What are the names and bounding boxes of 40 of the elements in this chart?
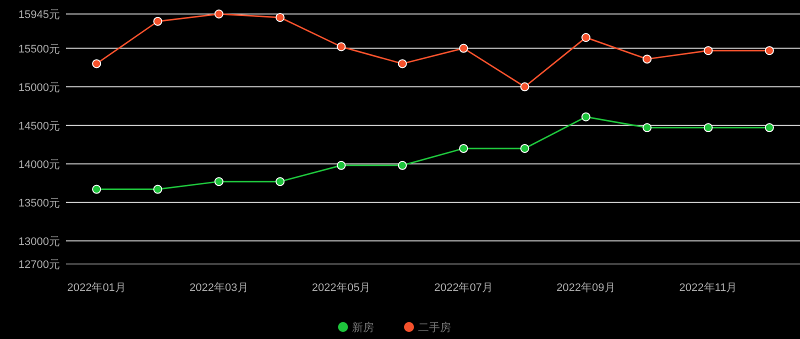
point bbox=[153, 184, 162, 194]
point bbox=[704, 46, 713, 56]
point bbox=[581, 112, 590, 122]
point bbox=[581, 33, 590, 42]
legend-label: 新房 bbox=[352, 321, 374, 334]
point bbox=[336, 42, 346, 52]
x-tick-label: 2022年05月 bbox=[312, 282, 371, 294]
point bbox=[459, 44, 468, 53]
x-tick-label: 2022年03月 bbox=[190, 282, 248, 294]
point bbox=[520, 82, 530, 92]
point bbox=[764, 123, 774, 132]
y-tick-label: 13000元 bbox=[18, 236, 60, 248]
point bbox=[398, 59, 407, 68]
legend-label: 二手房 bbox=[418, 321, 451, 334]
y-tick-label: 15500元 bbox=[18, 43, 60, 56]
point bbox=[153, 16, 162, 26]
point bbox=[276, 177, 285, 186]
point bbox=[398, 160, 407, 170]
point bbox=[764, 46, 774, 56]
point bbox=[92, 59, 102, 68]
point bbox=[642, 123, 652, 132]
x-tick-label: 2022年07月 bbox=[434, 282, 493, 294]
point bbox=[520, 144, 530, 153]
y-tick-label: 13500元 bbox=[18, 197, 60, 210]
x-tick-label: 2022年11月 bbox=[679, 282, 738, 294]
point bbox=[92, 184, 102, 194]
y-tick-label: 14500元 bbox=[18, 120, 60, 132]
y-tick-label: 14000元 bbox=[18, 158, 60, 171]
point bbox=[704, 123, 713, 132]
point bbox=[276, 12, 285, 22]
x-tick-label: 2022年09月 bbox=[556, 282, 616, 294]
x-tick-label: 2022年01月 bbox=[67, 282, 126, 294]
y-tick-label: 15945元 bbox=[18, 9, 60, 21]
point bbox=[214, 10, 224, 18]
point bbox=[642, 54, 652, 64]
point bbox=[336, 160, 346, 170]
point bbox=[214, 177, 224, 186]
y-tick-label: 12700元 bbox=[18, 259, 60, 271]
point bbox=[459, 144, 468, 153]
y-tick-label: 15000元 bbox=[18, 82, 60, 94]
